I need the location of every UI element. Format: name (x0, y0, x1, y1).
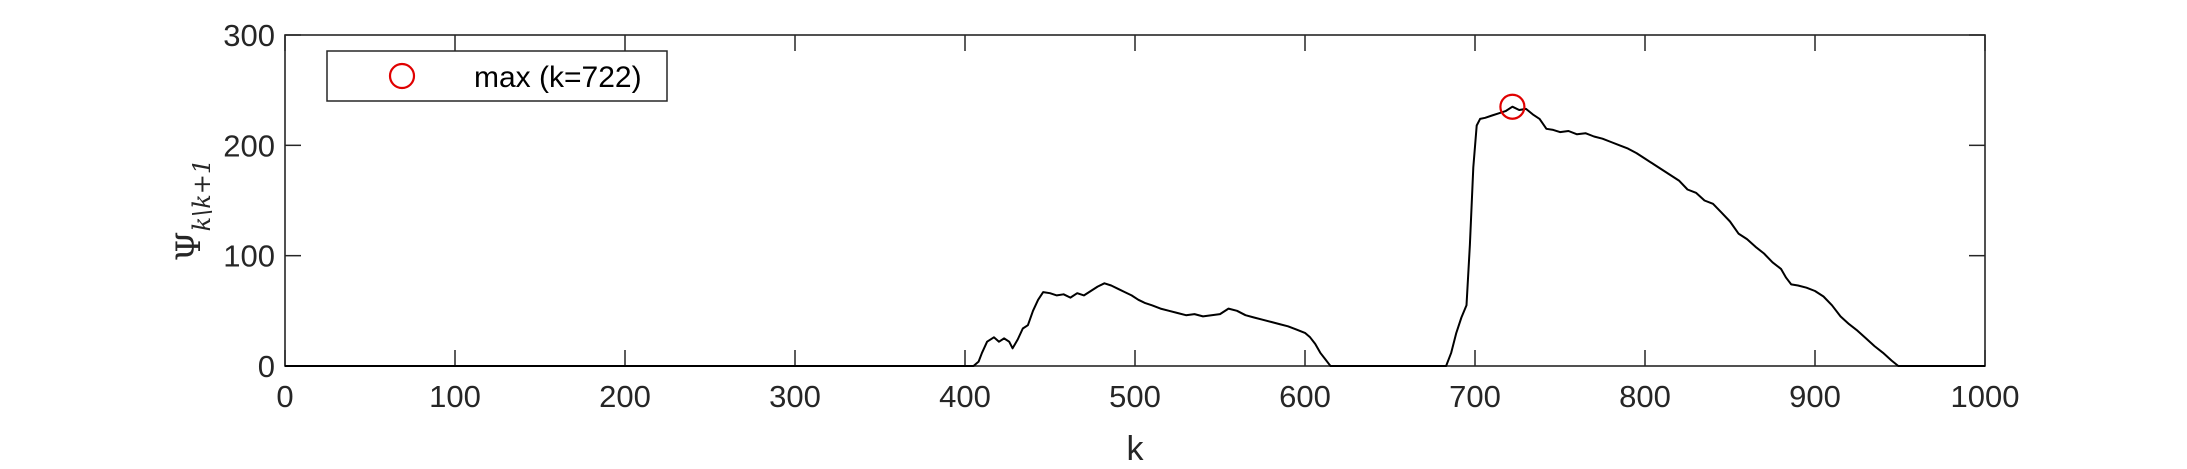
max-marker (1499, 93, 1526, 120)
x-axis-title: k (1127, 430, 1145, 468)
y-tick-label: 300 (223, 18, 275, 53)
x-tick-label: 100 (429, 379, 481, 414)
y-axis-title-subscript: k\k+1 (188, 159, 216, 232)
x-tick-label: 800 (1619, 379, 1671, 414)
x-tick-label: 600 (1279, 379, 1331, 414)
svg-text:Ψk\k+1: Ψk\k+1 (169, 159, 216, 261)
y-tick-label: 100 (223, 239, 275, 274)
x-tick-label: 200 (599, 379, 651, 414)
x-tick-label: 400 (939, 379, 991, 414)
y-tick-labels: 0 100 200 300 (223, 18, 275, 384)
y-axis-title-symbol: Ψ (169, 231, 209, 261)
series-line (285, 105, 1985, 367)
x-tick-label: 1000 (1951, 379, 2020, 414)
y-tick-label: 0 (258, 349, 275, 384)
y-axis-title: Ψk\k+1 (169, 159, 216, 261)
axis-ticks (284, 34, 1986, 367)
legend-label: max (k=722) (474, 61, 642, 94)
legend-box (326, 50, 668, 102)
x-tick-label: 500 (1109, 379, 1161, 414)
legend-marker-icon (388, 62, 416, 90)
x-tick-label: 300 (769, 379, 821, 414)
x-tick-label: 700 (1449, 379, 1501, 414)
x-tick-labels: 0 100 200 300 400 500 600 700 800 900 1000 (276, 379, 2019, 414)
x-tick-label: 900 (1789, 379, 1841, 414)
legend: max (k=722) (326, 50, 668, 102)
x-tick-label: 0 (276, 379, 293, 414)
y-tick-label: 200 (223, 128, 275, 163)
